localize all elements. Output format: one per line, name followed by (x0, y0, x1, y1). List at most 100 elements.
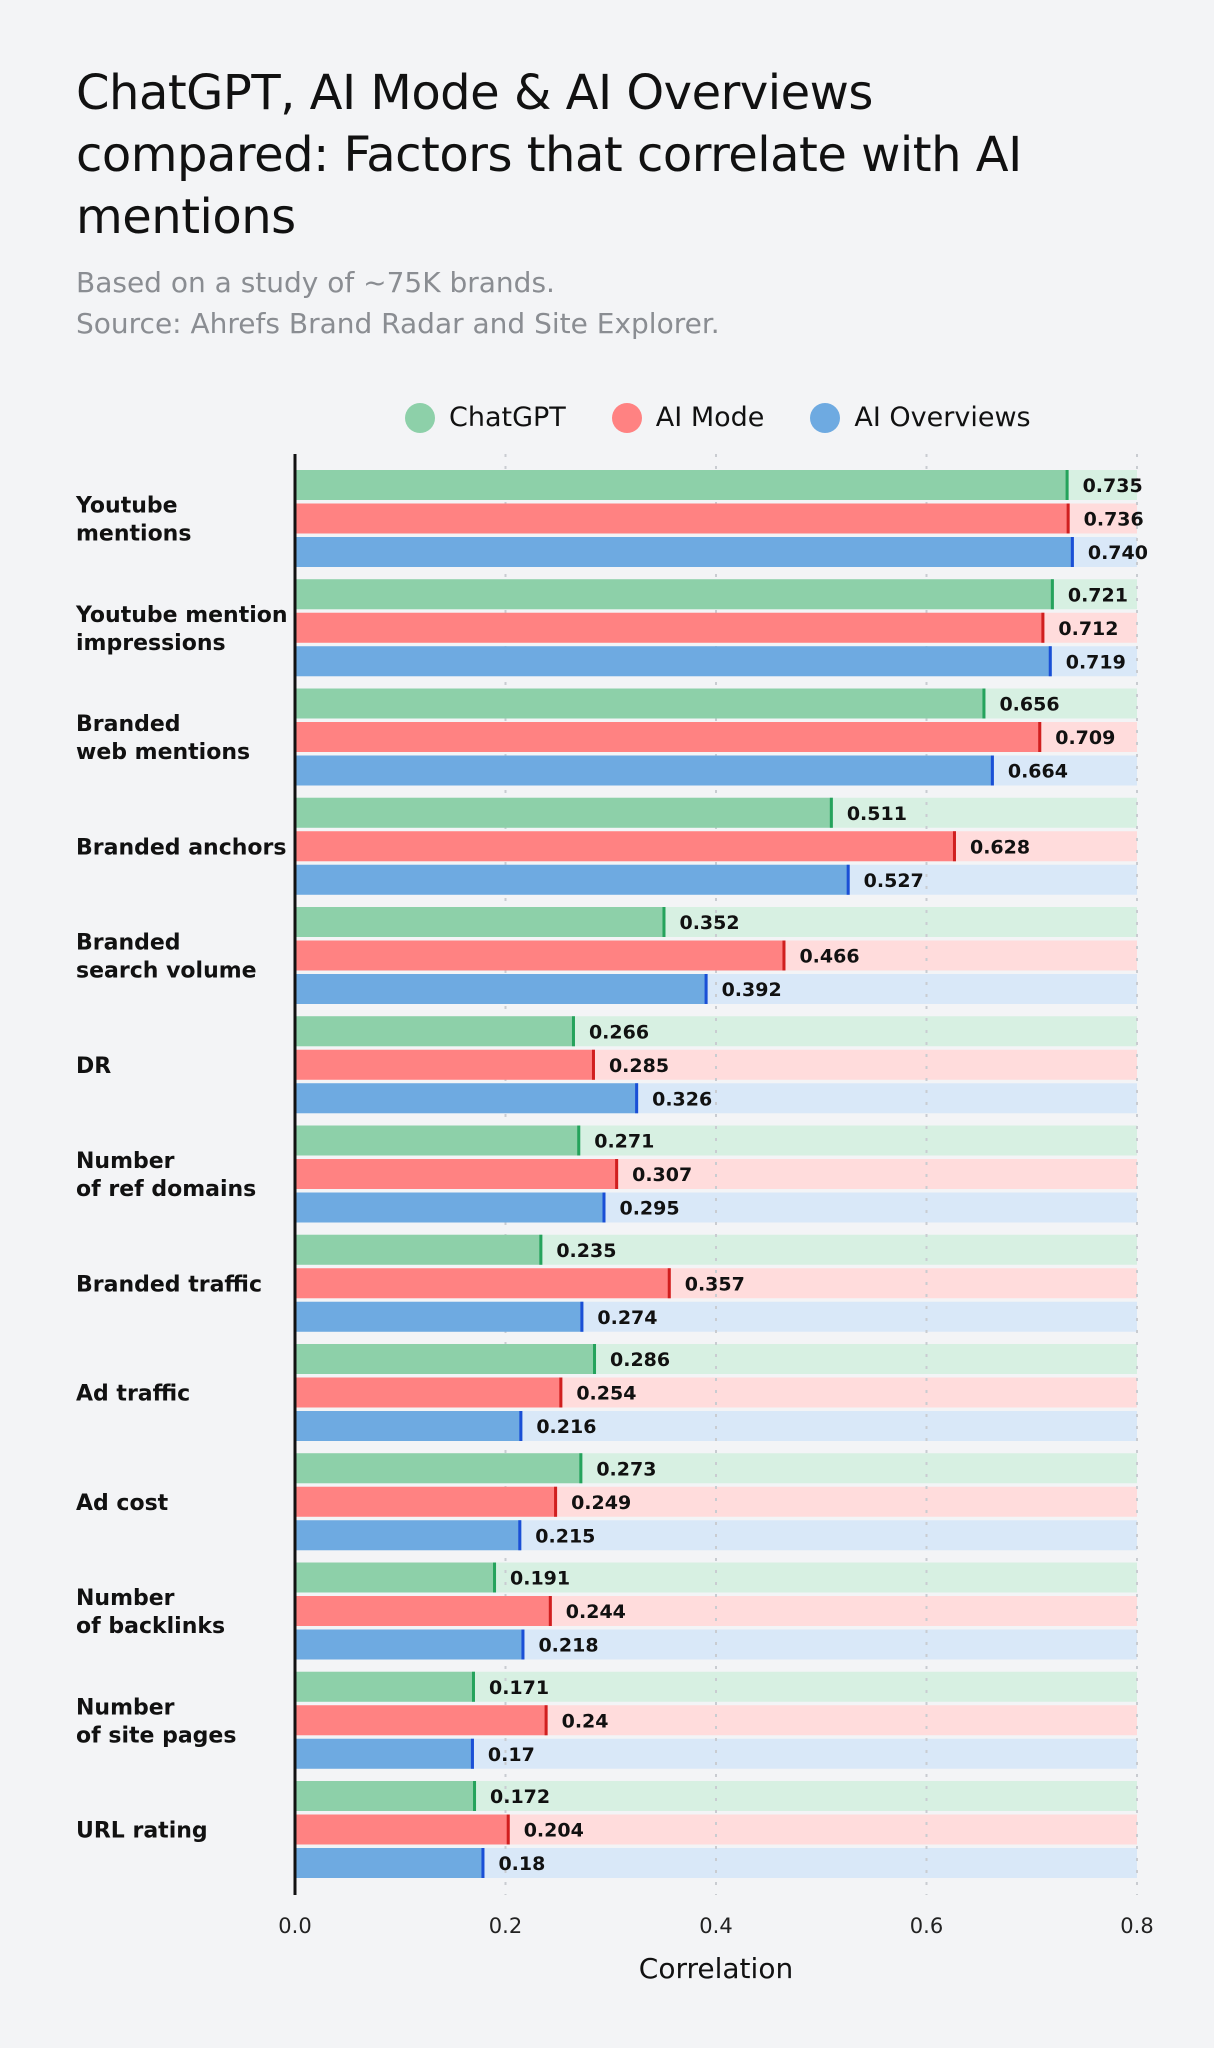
bar-end-marker (519, 1411, 523, 1441)
bar (295, 1848, 485, 1878)
legend: ChatGPT AI Mode AI Overviews (405, 402, 1077, 433)
data-label: 0.24 (562, 1710, 609, 1732)
data-label: 0.740 (1088, 542, 1148, 564)
bar (295, 1629, 525, 1660)
bar (295, 1083, 639, 1114)
category-label: Ad traffic (76, 1382, 190, 1407)
bar-end-marker (518, 1520, 522, 1551)
bar-end-marker (1050, 579, 1054, 610)
legend-swatch (611, 402, 642, 433)
category-label: mentions (76, 522, 191, 547)
bar-end-marker (559, 1377, 563, 1408)
legend-item: ChatGPT (405, 402, 566, 433)
bar-end-marker (521, 1629, 525, 1660)
bar-end-marker (548, 1596, 552, 1626)
bar-end-marker (554, 1486, 558, 1517)
bar (295, 1192, 606, 1223)
bar (295, 831, 956, 862)
data-label: 0.736 (1084, 509, 1144, 531)
bar (295, 1671, 475, 1702)
chart-title: ChatGPT, AI Mode & AI Overviews compared… (76, 65, 1022, 245)
data-label: 0.274 (597, 1307, 657, 1329)
bar-end-marker (704, 974, 708, 1004)
bar-end-marker (591, 1049, 595, 1080)
bar-end-marker (493, 1562, 497, 1593)
bar (295, 1453, 583, 1484)
category-label: Number (76, 1695, 175, 1720)
bar-end-marker (580, 1301, 584, 1332)
bar (295, 1562, 497, 1593)
bar-end-marker (1038, 722, 1042, 752)
bar-end-marker (481, 1848, 485, 1878)
category-label: web mentions (76, 740, 250, 765)
category-label: Branded anchors (76, 835, 286, 860)
bar (295, 1159, 619, 1189)
data-label: 0.215 (535, 1525, 595, 1547)
data-label: 0.719 (1066, 651, 1126, 673)
data-label: 0.273 (596, 1458, 656, 1480)
category-label: of backlinks (76, 1614, 225, 1639)
legend-label: ChatGPT (449, 402, 566, 433)
data-label: 0.191 (510, 1568, 570, 1590)
bar-end-marker (982, 688, 986, 719)
data-label: 0.527 (864, 870, 924, 892)
bar (295, 722, 1042, 752)
bar (295, 688, 986, 719)
bar (295, 797, 833, 828)
data-label: 0.218 (538, 1635, 598, 1657)
bar (295, 1301, 584, 1332)
bar (295, 1049, 595, 1080)
category-label: of ref domains (76, 1177, 256, 1202)
data-label: 0.254 (576, 1383, 636, 1405)
data-label: 0.286 (610, 1349, 670, 1371)
legend-swatch (810, 402, 841, 433)
data-label: 0.357 (685, 1273, 745, 1295)
bar-end-marker (829, 797, 833, 828)
data-label: 0.326 (652, 1088, 712, 1110)
category-label: Branded (76, 931, 181, 956)
x-tick-label: 0.8 (1120, 1914, 1153, 1938)
bar-end-marker (471, 1671, 475, 1702)
data-label: 0.709 (1055, 727, 1115, 749)
bar-end-marker (662, 907, 666, 937)
category-label: DR (76, 1054, 111, 1079)
data-label: 0.295 (619, 1198, 679, 1220)
bar-end-marker (1070, 537, 1074, 567)
bar (295, 1377, 563, 1408)
data-label: 0.712 (1058, 618, 1118, 640)
bar (295, 1781, 477, 1811)
bar (295, 1705, 548, 1736)
legend-item: AI Mode (611, 402, 764, 433)
data-label: 0.307 (632, 1164, 692, 1186)
bar (295, 579, 1054, 610)
category-label: URL rating (76, 1819, 208, 1844)
data-label: 0.216 (536, 1416, 596, 1438)
data-label: 0.721 (1068, 584, 1128, 606)
bar-end-marker (506, 1814, 510, 1845)
data-label: 0.204 (524, 1820, 584, 1842)
bar-end-marker (579, 1453, 583, 1484)
data-label: 0.244 (566, 1601, 626, 1623)
bar-end-marker (602, 1192, 606, 1223)
data-label: 0.664 (1008, 761, 1068, 783)
bar (295, 1344, 597, 1374)
bar-end-marker (1065, 470, 1069, 500)
bar (295, 1234, 543, 1265)
bar (295, 537, 1074, 567)
category-label: Number (76, 1586, 175, 1611)
bar (295, 1596, 552, 1626)
data-label: 0.285 (609, 1055, 669, 1077)
category-label: Number (76, 1149, 175, 1174)
bar (295, 1814, 510, 1845)
bar-end-marker (635, 1083, 639, 1114)
x-axis-label: Correlation (639, 1952, 793, 1985)
category-label: Branded (76, 712, 181, 737)
x-tick-label: 0.0 (278, 1914, 311, 1938)
legend-item: AI Overviews (810, 402, 1031, 433)
legend-label: AI Overviews (854, 402, 1031, 433)
data-label: 0.18 (498, 1853, 545, 1875)
data-label: 0.266 (589, 1021, 649, 1043)
data-label: 0.466 (799, 946, 859, 968)
legend-swatch (405, 402, 435, 433)
